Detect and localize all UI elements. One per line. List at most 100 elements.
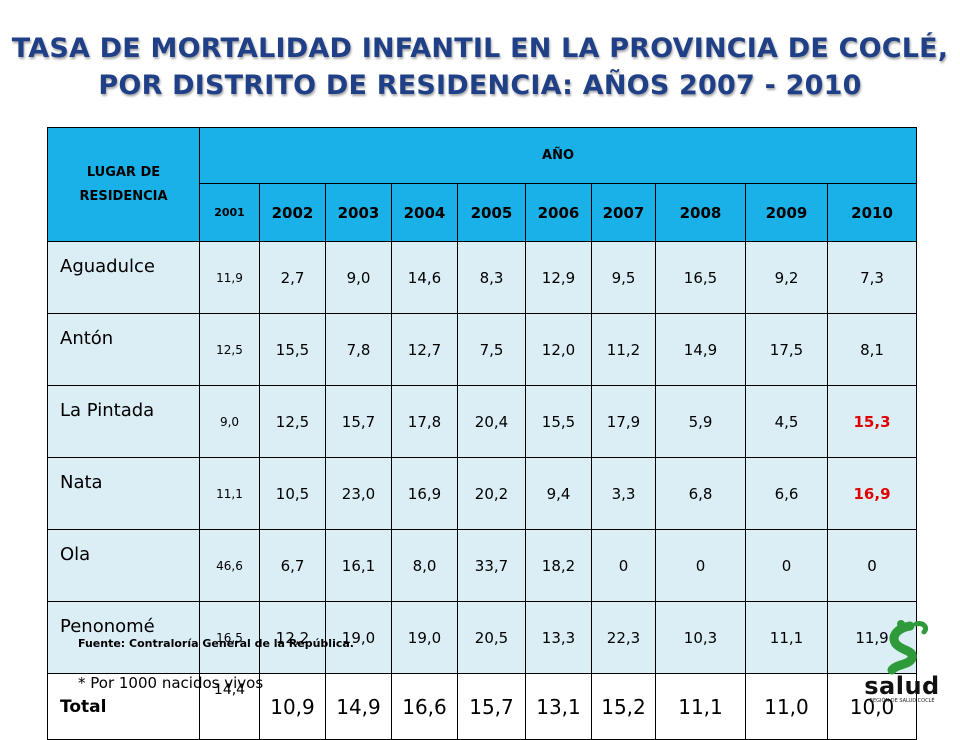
rate-cell: 11,2	[591, 313, 656, 386]
rate-cell: 8,1	[826, 313, 918, 386]
rate-cell: 12,5	[199, 313, 260, 386]
rate-cell: 16,9	[391, 457, 458, 530]
rate-cell: 18,2	[525, 529, 592, 602]
rate-cell: 15,5	[525, 385, 592, 458]
rate-cell: 11,9	[199, 241, 260, 314]
rate-cell: 14,6	[391, 241, 458, 314]
place-name: Nata	[47, 457, 200, 530]
rate-cell: 20,2	[457, 457, 526, 530]
rate-cell: 5,9	[655, 385, 746, 458]
rate-cell: 13,3	[525, 601, 592, 674]
year-header: 2002	[259, 183, 326, 242]
rate-cell: 15,5	[259, 313, 326, 386]
rate-cell: 9,4	[525, 457, 592, 530]
rate-cell: 15,7	[325, 385, 392, 458]
year-header: 2005	[457, 183, 526, 242]
rate-cell: 17,8	[391, 385, 458, 458]
place-name: Aguadulce	[47, 241, 200, 314]
rate-cell: 17,5	[745, 313, 828, 386]
rate-cell: 7,5	[457, 313, 526, 386]
rate-cell: 17,9	[591, 385, 656, 458]
rate-cell: 4,5	[745, 385, 828, 458]
year-header: 2008	[655, 183, 746, 242]
rate-cell: 9,0	[199, 385, 260, 458]
year-header: 2010	[826, 183, 918, 242]
rate-cell: 0	[826, 529, 918, 602]
rate-cell: 23,0	[325, 457, 392, 530]
rate-cell: 12,2	[259, 601, 326, 674]
rate-cell: 9,0	[325, 241, 392, 314]
rate-cell: 10,5	[259, 457, 326, 530]
rate-cell: 22,3	[591, 601, 656, 674]
serpent-logo-icon	[887, 620, 929, 675]
table-row: Aguadulce 11,9 2,7 9,0 14,6 8,3 12,9 9,5 16,5 9,2…	[47, 241, 918, 314]
rate-cell: 12,7	[391, 313, 458, 386]
rate-cell: 11,1	[745, 601, 828, 674]
rate-cell: 2,7	[259, 241, 326, 314]
year-header: 2003	[325, 183, 392, 242]
total-cell: 15,2	[591, 673, 656, 740]
year-header: 2004	[391, 183, 458, 242]
rate-cell: 15,3	[826, 385, 918, 458]
year-header: 2006	[525, 183, 592, 242]
year-header: 2007	[591, 183, 656, 242]
rate-cell: 6,8	[655, 457, 746, 530]
total-cell: 13,1	[525, 673, 592, 740]
total-cell: 11,0	[745, 673, 828, 740]
rate-cell: 10,3	[655, 601, 746, 674]
total-cell: 14,9	[325, 673, 392, 740]
table-row: Ola 46,6 6,7 16,1 8,0 33,7 18,2 0 0 0 0	[47, 529, 918, 602]
year-header: 2001	[199, 183, 260, 242]
rate-cell: 20,5	[457, 601, 526, 674]
rate-cell: 6,7	[259, 529, 326, 602]
place-name: Penonomé	[47, 601, 200, 674]
table-body: Aguadulce 11,9 2,7 9,0 14,6 8,3 12,9 9,5 16,5 9,2…	[47, 241, 918, 674]
total-cell: 11,1	[655, 673, 746, 740]
header-ano: AÑO	[198, 127, 918, 184]
place-name: Ola	[47, 529, 200, 602]
table-row: Nata 11,1 10,5 23,0 16,9 20,2 9,4 3,3 6,8 6,6 16,9	[47, 457, 918, 530]
title-line-2: POR DISTRITO DE RESIDENCIA: AÑOS 2007 - …	[98, 70, 862, 101]
rate-cell: 11,1	[199, 457, 260, 530]
rate-cell: 7,8	[325, 313, 392, 386]
rate-cell: 6,6	[745, 457, 828, 530]
rate-cell: 0	[655, 529, 746, 602]
rate-cell: 19,0	[391, 601, 458, 674]
year-header: 2009	[745, 183, 828, 242]
rate-cell: 0	[745, 529, 828, 602]
rate-cell: 12,9	[525, 241, 592, 314]
table-row: La Pintada 9,0 12,5 15,7 17,8 20,4 15,5 17,9 5,9…	[47, 385, 918, 458]
rate-cell: 16,9	[826, 457, 918, 530]
table-row: Penonomé 16,5 12,2 19,0 19,0 20,5 13,3 22,3 10,3…	[47, 601, 918, 674]
table-row: Antón 12,5 15,5 7,8 12,7 7,5 12,0 11,2 14,9 17,5 8…	[47, 313, 918, 386]
title-line-1: TASA DE MORTALIDAD INFANTIL EN LA PROVIN…	[11, 33, 949, 64]
rate-cell: 20,4	[457, 385, 526, 458]
rate-cell: 12,0	[525, 313, 592, 386]
rate-cell: 46,6	[199, 529, 260, 602]
rate-cell: 12,5	[259, 385, 326, 458]
logo-text: salud	[864, 672, 940, 700]
total-cell: 15,7	[457, 673, 526, 740]
total-cell: 10,9	[259, 673, 326, 740]
place-name: La Pintada	[47, 385, 200, 458]
rate-cell: 16,1	[325, 529, 392, 602]
total-cell: 16,6	[391, 673, 458, 740]
rate-cell: 8,0	[391, 529, 458, 602]
units-note: * Por 1000 nacidos vivos	[78, 674, 264, 692]
mortality-table: LUGAR DE RESIDENCIA AÑO 2001 2002 2003 2…	[47, 127, 918, 740]
rate-cell: 8,3	[457, 241, 526, 314]
rate-cell: 9,5	[591, 241, 656, 314]
rate-cell: 16,5	[655, 241, 746, 314]
rate-cell: 14,9	[655, 313, 746, 386]
page-title: TASA DE MORTALIDAD INFANTIL EN LA PROVIN…	[0, 30, 960, 104]
rate-cell: 0	[591, 529, 656, 602]
rate-cell: 9,2	[745, 241, 828, 314]
rate-cell: 3,3	[591, 457, 656, 530]
header-lugar: LUGAR DE RESIDENCIA	[47, 127, 200, 242]
logo-subtext: REGIÓN DE SALUD COCLÉ	[869, 698, 935, 704]
place-name: Antón	[47, 313, 200, 386]
rate-cell: 7,3	[826, 241, 918, 314]
rate-cell: 16,5	[199, 601, 260, 674]
source-note: Fuente: Contraloría General de la Repúbl…	[78, 637, 354, 650]
rate-cell: 33,7	[457, 529, 526, 602]
